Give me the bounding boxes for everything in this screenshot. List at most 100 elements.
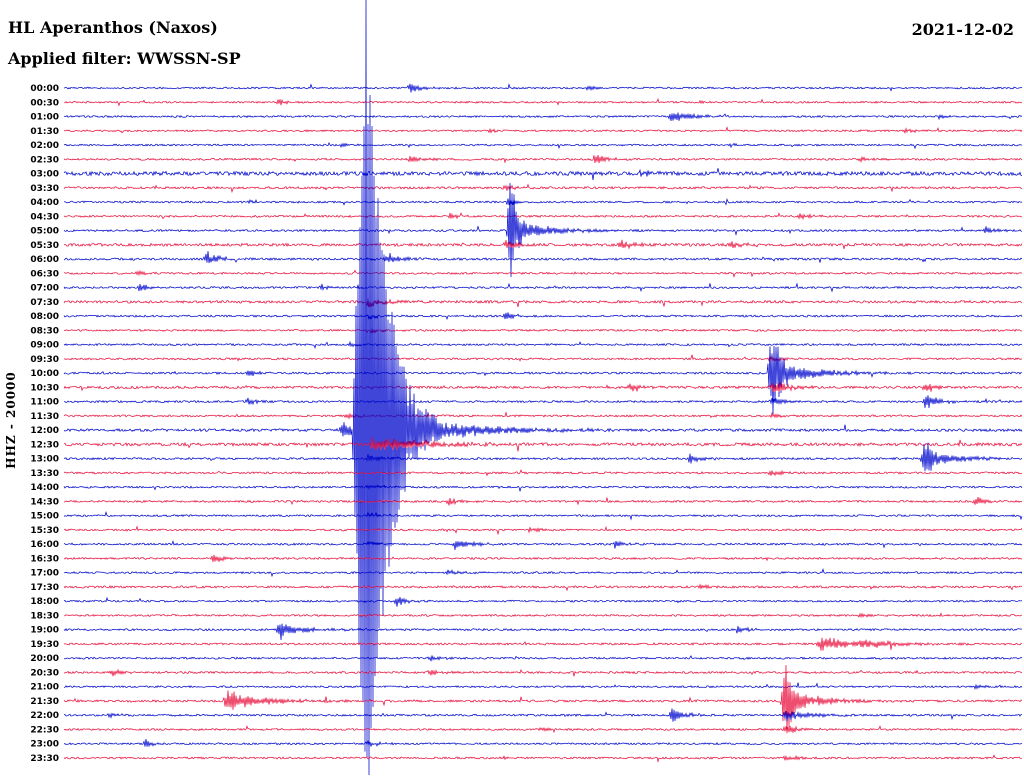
seismic-trace-00:00 <box>63 83 1023 93</box>
seismic-trace-02:30 <box>63 154 1023 164</box>
time-label-04:30: 04:30 <box>30 212 59 222</box>
time-label-17:00: 17:00 <box>30 569 59 579</box>
seismic-trace-01:30 <box>63 126 1023 135</box>
time-label-08:00: 08:00 <box>30 312 59 322</box>
seismic-trace-20:00 <box>63 655 1023 662</box>
seismic-trace-05:30 <box>63 239 1023 250</box>
seismic-trace-16:00 <box>63 540 1023 551</box>
time-label-14:30: 14:30 <box>30 497 59 507</box>
seismic-trace-13:00 <box>63 442 1023 472</box>
time-label-00:30: 00:30 <box>30 98 59 108</box>
seismic-trace-19:30 <box>63 637 1023 651</box>
seismic-trace-17:30 <box>63 583 1023 592</box>
time-label-11:00: 11:00 <box>30 398 59 408</box>
time-label-20:00: 20:00 <box>30 654 59 664</box>
seismic-trace-03:00 <box>63 168 1022 181</box>
seismic-trace-21:30 <box>63 664 1023 734</box>
time-label-02:00: 02:00 <box>30 141 59 151</box>
seismic-trace-06:00 <box>63 251 1023 264</box>
date-label: 2021-12-02 <box>911 20 1014 39</box>
seismic-trace-02:00 <box>63 141 1023 150</box>
time-label-04:00: 04:00 <box>30 198 59 208</box>
seismic-trace-10:00 <box>63 345 1023 415</box>
time-label-03:30: 03:30 <box>30 184 59 194</box>
time-label-09:30: 09:30 <box>30 355 59 365</box>
seismic-trace-07:30 <box>63 296 1023 308</box>
time-label-06:30: 06:30 <box>30 269 59 279</box>
time-label-18:30: 18:30 <box>30 611 59 621</box>
seismic-trace-09:00 <box>63 340 1023 349</box>
seismic-trace-10:30 <box>63 382 1023 393</box>
time-label-01:00: 01:00 <box>30 113 59 123</box>
seismic-trace-15:00 <box>63 511 1023 521</box>
time-label-10:00: 10:00 <box>30 369 59 379</box>
time-label-09:00: 09:00 <box>30 341 59 351</box>
time-label-15:30: 15:30 <box>30 526 59 536</box>
seismic-trace-22:00 <box>63 708 1022 722</box>
seismic-trace-04:00 <box>63 198 1023 206</box>
time-label-19:30: 19:30 <box>30 640 59 650</box>
seismic-trace-17:00 <box>63 568 1023 578</box>
seismic-trace-14:00 <box>63 484 1023 492</box>
seismic-trace-11:00 <box>63 395 1023 409</box>
time-label-13:00: 13:00 <box>30 455 59 465</box>
seismic-trace-11:30 <box>63 411 1023 420</box>
time-label-16:00: 16:00 <box>30 540 59 550</box>
time-label-05:00: 05:00 <box>30 227 59 237</box>
seismic-trace-01:00 <box>63 112 1023 122</box>
time-label-13:30: 13:30 <box>30 469 59 479</box>
time-label-12:30: 12:30 <box>30 440 59 450</box>
time-label-06:00: 06:00 <box>30 255 59 265</box>
seismic-trace-18:00 <box>63 596 1023 607</box>
seismic-trace-12:30 <box>63 437 1023 452</box>
time-label-05:30: 05:30 <box>30 241 59 251</box>
time-label-23:30: 23:30 <box>30 754 59 764</box>
time-label-15:00: 15:00 <box>30 512 59 522</box>
seismic-trace-00:30 <box>63 97 1023 107</box>
seismic-trace-23:00 <box>63 738 1023 748</box>
seismic-trace-07:00 <box>63 282 1023 293</box>
filter-label: Applied filter: WWSSN-SP <box>8 49 241 68</box>
seismic-trace-14:30 <box>63 497 1023 506</box>
time-label-16:30: 16:30 <box>30 554 59 564</box>
time-label-22:30: 22:30 <box>30 726 59 736</box>
time-label-00:00: 00:00 <box>30 84 59 94</box>
time-label-07:00: 07:00 <box>30 284 59 294</box>
time-label-18:00: 18:00 <box>30 597 59 607</box>
time-label-17:30: 17:30 <box>30 583 59 593</box>
seismic-trace-04:30 <box>63 212 1023 221</box>
time-label-20:30: 20:30 <box>30 669 59 679</box>
seismic-trace-18:30 <box>63 612 1023 619</box>
seismic-trace-21:00 <box>63 682 1023 690</box>
time-label-03:00: 03:00 <box>30 170 59 180</box>
seismic-trace-12:00 <box>63 0 1023 776</box>
seismic-trace-08:30 <box>63 327 1023 334</box>
seismic-trace-23:30 <box>63 754 1023 763</box>
time-label-12:00: 12:00 <box>30 426 59 436</box>
time-label-23:00: 23:00 <box>30 740 59 750</box>
time-label-10:30: 10:30 <box>30 383 59 393</box>
channel-scale-axis-label: HHZ - 20000 <box>4 371 18 469</box>
seismic-trace-16:30 <box>63 554 1023 562</box>
time-label-14:00: 14:00 <box>30 483 59 493</box>
seismic-trace-13:30 <box>63 469 1023 477</box>
seismic-trace-22:30 <box>63 725 1023 734</box>
time-label-21:00: 21:00 <box>30 683 59 693</box>
time-label-02:30: 02:30 <box>30 155 59 165</box>
seismic-trace-06:30 <box>64 269 1023 278</box>
time-label-08:30: 08:30 <box>30 326 59 336</box>
seismic-trace-09:30 <box>63 354 1023 363</box>
time-label-07:30: 07:30 <box>30 298 59 308</box>
seismic-trace-19:00 <box>63 623 1023 641</box>
time-label-11:30: 11:30 <box>30 412 59 422</box>
seismic-trace-15:30 <box>63 525 1023 536</box>
seismic-trace-05:00 <box>63 183 1023 278</box>
seismic-trace-20:30 <box>63 668 1023 677</box>
time-label-01:30: 01:30 <box>30 127 59 137</box>
time-label-19:00: 19:00 <box>30 626 59 636</box>
seismic-trace-08:00 <box>63 312 1023 320</box>
time-label-21:30: 21:30 <box>30 697 59 707</box>
seismic-trace-03:30 <box>63 183 1022 194</box>
time-label-22:00: 22:00 <box>30 711 59 721</box>
